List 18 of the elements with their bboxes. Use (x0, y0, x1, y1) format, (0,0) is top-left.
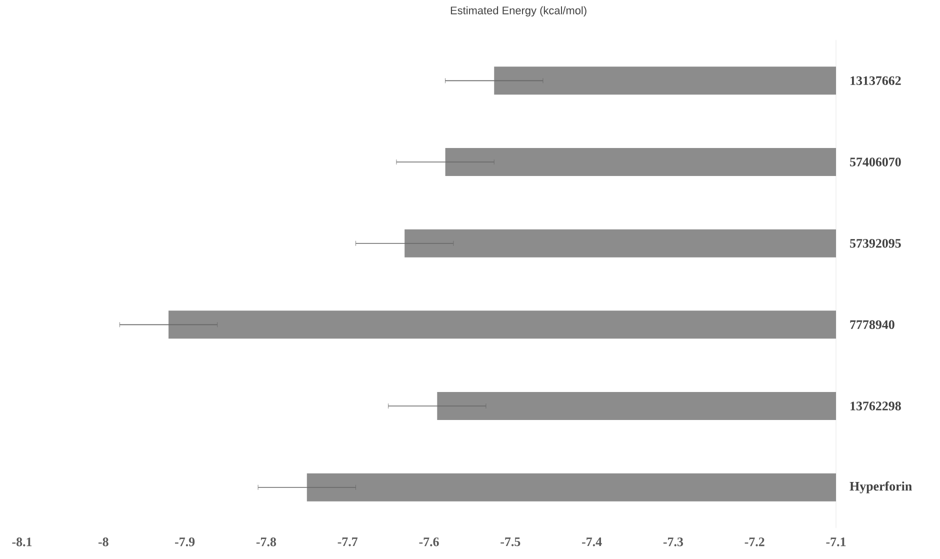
x-tick-label: -8 (98, 538, 108, 546)
x-tick-label: -7.4 (582, 538, 602, 546)
y-tick-label: 13137662 (850, 76, 901, 86)
y-tick-label: Hyperforin (850, 481, 912, 494)
x-tick-label: -7.8 (256, 538, 276, 546)
x-tick-label: -7.3 (663, 538, 684, 546)
x-tick-label: -7.7 (338, 538, 358, 546)
x-tick-label: -7.6 (419, 538, 439, 546)
x-tick-label: -8.1 (12, 538, 32, 546)
x-tick-label: -7.1 (826, 538, 846, 546)
y-tick-label: 57406070 (850, 158, 901, 166)
y-tick-label: 7778940 (850, 320, 894, 330)
y-tick-label: 13762298 (850, 402, 901, 410)
y-tick-label: 57392095 (850, 238, 901, 248)
x-tick-label: -7.2 (744, 538, 764, 546)
x-tick-label: -7.5 (500, 538, 520, 546)
x-tick-label: -7.9 (175, 538, 195, 546)
chart-title: Estimated Energy (kcal/mol) (450, 6, 586, 16)
